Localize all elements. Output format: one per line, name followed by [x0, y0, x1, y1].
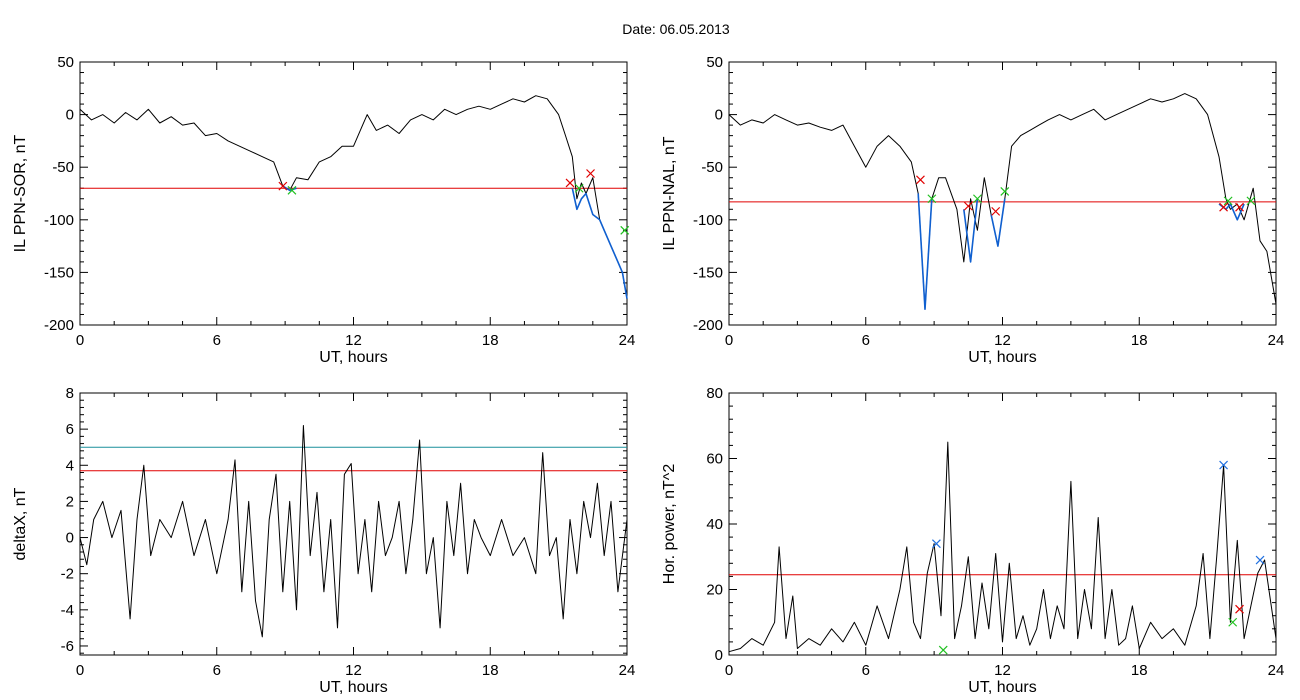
plot-frame: [79, 61, 628, 326]
y-tick-label: 0: [66, 107, 74, 124]
y-tick-label: 40: [706, 516, 723, 533]
y-tick-label: -50: [52, 159, 74, 176]
y-tick-label: -100: [44, 212, 74, 229]
y-tick-label: -4: [61, 602, 74, 619]
y-axis-label: IL PPN-NAL, nT: [661, 136, 678, 250]
marker-red: [916, 175, 925, 185]
highlight-segment: [917, 193, 933, 311]
y-tick-label: 80: [706, 385, 723, 402]
y-tick-label: 50: [57, 54, 74, 71]
y-tick-label: -100: [693, 212, 723, 229]
x-tick-label: 0: [76, 662, 84, 679]
y-tick-label: -2: [61, 566, 74, 583]
x-axis-label: UT, hours: [968, 349, 1036, 366]
x-tick-label: 12: [345, 662, 362, 679]
x-axis-label: UT, hours: [968, 679, 1036, 696]
marker-green: [1000, 186, 1010, 196]
marker-green: [938, 645, 948, 655]
marker-green: [1246, 196, 1256, 206]
y-tick-label: -200: [44, 317, 74, 334]
marker-blue: [931, 539, 941, 549]
marker-red: [278, 181, 288, 191]
y-axis-label: Hor. power, nT^2: [661, 464, 678, 585]
marker-green: [1223, 196, 1233, 206]
y-tick-label: 50: [706, 54, 723, 71]
marker-red: [586, 169, 595, 178]
y-axis-label: IL PPN-SOR, nT: [12, 134, 29, 252]
series-line: [79, 425, 628, 638]
y-tick-label: -150: [693, 264, 723, 281]
y-tick-label: 2: [66, 493, 74, 510]
y-tick-label: 0: [715, 647, 723, 664]
x-tick-label: 18: [482, 662, 499, 679]
marker-green: [287, 185, 297, 195]
highlight-segment: [571, 188, 628, 299]
x-tick-label: 24: [619, 332, 636, 349]
x-tick-label: 0: [725, 332, 733, 349]
plot-frame: [728, 392, 1277, 656]
series-line: [79, 95, 628, 299]
x-tick-label: 6: [213, 662, 221, 679]
y-tick-label: -150: [44, 264, 74, 281]
y-tick-label: 20: [706, 582, 723, 599]
x-tick-label: 18: [482, 332, 499, 349]
series-line: [728, 441, 1277, 653]
y-tick-label: 4: [66, 457, 74, 474]
panel-il-ppn-sor: 0 6 12 18 24 -200 -150 -100 -50 0 50 UT, hours IL PP…: [12, 54, 635, 366]
x-tick-label: 6: [862, 332, 870, 349]
marker-blue: [1255, 555, 1265, 565]
series-line: [728, 93, 1277, 310]
y-tick-label: 0: [715, 107, 723, 124]
marker-red: [991, 206, 1001, 216]
marker-green: [973, 194, 982, 204]
y-tick-label: -50: [701, 159, 723, 176]
x-tick-label: 24: [619, 662, 636, 679]
y-axis-label: deltaX, nT: [12, 487, 29, 560]
y-tick-label: 60: [706, 451, 723, 468]
panel-il-ppn-nal: 0 6 12 18 24 -200 -150 -100 -50 0 50 UT, hours IL PP…: [661, 54, 1284, 366]
x-tick-label: 6: [213, 332, 221, 349]
y-tick-label: 8: [66, 385, 74, 402]
marker-red: [1235, 202, 1244, 212]
highlight-segment: [990, 198, 1006, 247]
highlight-segment: [963, 198, 979, 263]
x-axis-label: UT, hours: [319, 349, 387, 366]
y-tick-label: -200: [693, 317, 723, 334]
y-tick-label: 0: [66, 530, 74, 547]
x-tick-label: 24: [1268, 662, 1285, 679]
x-tick-label: 12: [345, 332, 362, 349]
marker-red: [1219, 202, 1229, 212]
marker-green: [620, 225, 630, 235]
x-tick-label: 12: [994, 662, 1011, 679]
marker-blue: [1219, 460, 1229, 470]
x-tick-label: 18: [1131, 662, 1148, 679]
marker-green: [574, 183, 584, 193]
x-tick-label: 24: [1268, 332, 1285, 349]
marker-red: [565, 178, 575, 188]
x-tick-label: 18: [1131, 332, 1148, 349]
marker-green: [927, 194, 937, 204]
figure-title: Date: 06.05.2013: [622, 21, 730, 37]
x-tick-label: 6: [862, 662, 870, 679]
panel-hor-power: 0 6 12 18 24 0 20 40 60 80 UT, hours Hor. power, nT…: [661, 385, 1284, 696]
y-tick-label: 6: [66, 421, 74, 438]
marker-red: [1235, 604, 1244, 614]
x-tick-label: 0: [725, 662, 733, 679]
marker-green: [1228, 617, 1238, 627]
y-tick-label: -6: [61, 638, 74, 655]
x-axis-label: UT, hours: [319, 679, 387, 696]
x-tick-label: 12: [994, 332, 1011, 349]
x-tick-label: 0: [76, 332, 84, 349]
marker-red: [963, 201, 973, 211]
